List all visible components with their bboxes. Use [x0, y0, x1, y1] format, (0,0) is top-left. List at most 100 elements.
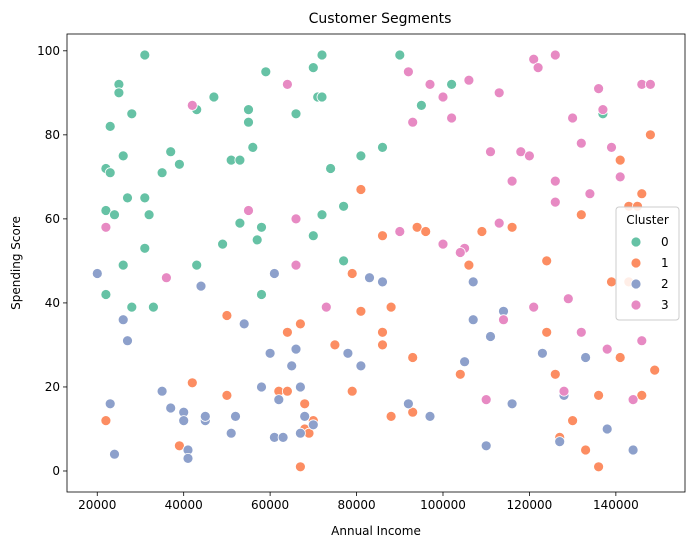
data-point [580, 444, 591, 456]
legend-entry-label: 1 [661, 256, 669, 270]
data-point [100, 289, 112, 300]
data-point [377, 339, 388, 351]
data-point [480, 394, 492, 406]
data-point [182, 452, 194, 464]
data-point [601, 343, 613, 355]
data-point [186, 100, 198, 111]
y-tick-label: 60 [45, 212, 60, 226]
data-point [355, 360, 367, 372]
data-point [593, 389, 604, 401]
data-point [195, 280, 207, 292]
data-point [493, 217, 505, 229]
legend-box [615, 206, 680, 321]
legend-title: Cluster [626, 213, 669, 227]
data-point [549, 175, 561, 187]
data-point [100, 205, 112, 216]
data-point [377, 230, 388, 242]
data-point [251, 234, 263, 246]
data-point [614, 171, 626, 183]
data-point [286, 360, 298, 372]
data-point [139, 242, 151, 254]
data-point [260, 66, 272, 78]
data-point [506, 175, 518, 187]
data-point [91, 268, 103, 279]
data-point [104, 167, 116, 179]
data-point [316, 91, 328, 103]
axes: 20000 40000 60000 80000 100000 120000 140000 0 2… [37, 44, 639, 512]
data-point [307, 419, 319, 431]
data-point [264, 347, 276, 359]
series-3 [100, 49, 656, 406]
data-point [463, 74, 475, 86]
y-axis-label: Spending Score [9, 216, 23, 310]
data-point [104, 121, 116, 132]
data-point [281, 326, 293, 338]
data-point [467, 314, 479, 326]
x-tick-label: 40000 [165, 498, 203, 512]
data-point [541, 255, 553, 267]
data-point [636, 335, 648, 347]
data-point [454, 247, 466, 258]
data-point [243, 116, 254, 128]
data-point [290, 213, 302, 225]
data-point [385, 410, 397, 422]
data-point [562, 293, 574, 305]
data-point [459, 356, 471, 368]
data-point [645, 79, 656, 90]
data-point [217, 238, 229, 250]
data-point [415, 100, 427, 111]
data-point [506, 398, 518, 410]
data-point [294, 427, 306, 439]
data-point [567, 112, 578, 124]
data-point [243, 104, 254, 115]
chart-title: Customer Segments [309, 11, 452, 27]
data-point [355, 150, 367, 162]
data-point [139, 192, 151, 204]
data-point [113, 87, 125, 99]
data-point [614, 352, 626, 363]
data-point [463, 259, 475, 271]
data-point [122, 192, 133, 204]
data-point [342, 347, 354, 359]
legend-entry-label: 2 [661, 277, 669, 291]
x-tick-label: 140000 [593, 498, 639, 512]
y-tick-label: 20 [45, 380, 60, 394]
data-point [191, 259, 203, 271]
data-point [402, 398, 414, 410]
legend-marker [630, 236, 642, 248]
data-point [143, 209, 155, 221]
data-point [290, 343, 302, 355]
data-point [221, 389, 233, 401]
data-point [122, 335, 133, 347]
data-point [407, 352, 419, 363]
data-point [294, 318, 306, 330]
data-point [454, 368, 466, 380]
data-point [532, 62, 544, 73]
data-point [230, 410, 241, 422]
data-point [394, 49, 406, 61]
data-point [575, 209, 587, 221]
data-point [139, 49, 151, 61]
data-point [316, 49, 328, 61]
x-tick-label: 20000 [78, 498, 116, 512]
data-point [186, 377, 198, 389]
data-point [424, 79, 436, 90]
data-point [645, 129, 656, 141]
data-point [476, 226, 488, 237]
data-point [467, 276, 479, 288]
y-tick-label: 0 [52, 464, 60, 478]
data-point [524, 150, 535, 162]
x-tick-label: 100000 [420, 498, 466, 512]
data-point [446, 79, 458, 90]
data-point [364, 272, 375, 284]
data-point [256, 289, 267, 300]
plot-area [66, 33, 686, 493]
data-point [273, 394, 285, 406]
data-point [528, 301, 540, 313]
data-point [147, 301, 159, 313]
data-point [627, 394, 639, 406]
data-point [117, 259, 129, 271]
data-point [100, 415, 112, 427]
data-point [385, 301, 397, 313]
